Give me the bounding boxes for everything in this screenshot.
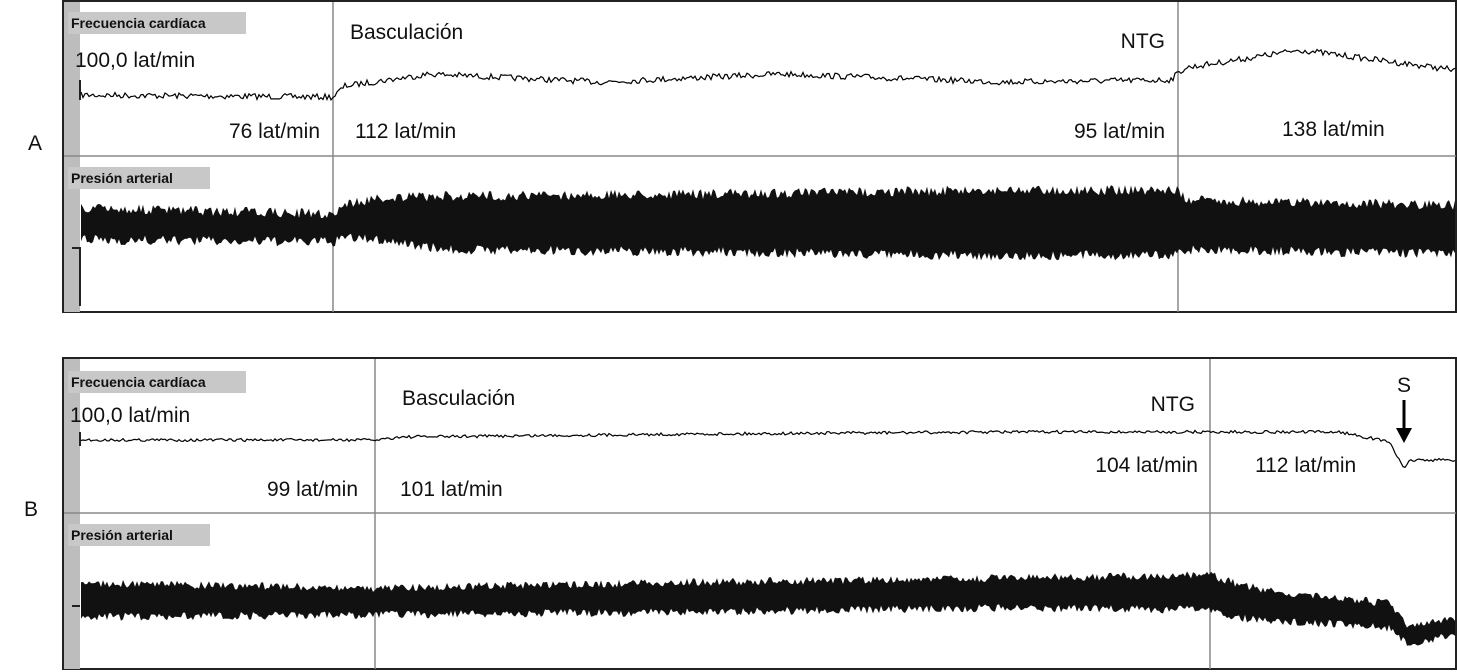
pressure-trace (81, 185, 1455, 261)
bp-title: Presión arterial (71, 170, 173, 186)
panel-label: A (28, 132, 42, 155)
marker-label: S (1397, 374, 1411, 397)
rate-label: 95 lat/min (1074, 120, 1165, 143)
side-strip (64, 359, 80, 669)
label-bg (68, 524, 210, 546)
scale-tick (72, 432, 81, 607)
rate-label: 104 lat/min (1095, 454, 1198, 477)
hr-title: Frecuencia cardíaca (71, 15, 206, 31)
rate-label: 138 lat/min (1282, 118, 1385, 141)
bp-title: Presión arterial (71, 527, 173, 543)
hr-scale: 100,0 lat/min (70, 404, 190, 427)
panel-a: A Frecuencia cardíaca 100,0 lat/min Basc… (28, 0, 1457, 313)
marker-arrowhead (1396, 428, 1412, 443)
hr-scale: 100,0 lat/min (75, 49, 195, 72)
event-label: NTG (1151, 393, 1195, 416)
event-label: Basculación (350, 21, 463, 44)
rate-label: 99 lat/min (267, 478, 358, 501)
traces (80, 48, 1456, 646)
rate-label: 76 lat/min (229, 120, 320, 143)
heart-rate-trace (80, 48, 1456, 102)
rate-label: 101 lat/min (400, 478, 503, 501)
event-label: Basculación (402, 387, 515, 410)
scale-tick (72, 80, 81, 306)
heart-rate-trace (80, 429, 1456, 469)
event-label: NTG (1121, 30, 1165, 53)
rate-label: 112 lat/min (1255, 454, 1356, 477)
pressure-trace (81, 571, 1455, 646)
panel-label: B (24, 498, 38, 521)
label-bg (68, 371, 246, 393)
label-bg (68, 167, 210, 189)
label-bg (68, 12, 246, 34)
rate-label: 112 lat/min (355, 120, 456, 143)
panel-b: B Frecuencia cardíaca 100,0 lat/min Basc… (24, 357, 1457, 670)
hr-title: Frecuencia cardíaca (71, 374, 206, 390)
side-strip (64, 2, 80, 312)
